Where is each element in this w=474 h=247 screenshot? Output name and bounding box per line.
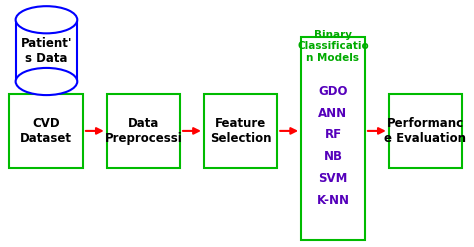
- Text: Feature
Selection: Feature Selection: [210, 117, 271, 145]
- Text: Patient'
s Data: Patient' s Data: [21, 37, 72, 65]
- Text: Performanc
e Evaluation: Performanc e Evaluation: [384, 117, 466, 145]
- Bar: [16, 20, 77, 82]
- Text: GDO: GDO: [318, 85, 348, 98]
- Text: Data
Preprocessi: Data Preprocessi: [104, 117, 182, 145]
- Text: CVD
Dataset: CVD Dataset: [20, 117, 72, 145]
- Bar: [107, 94, 180, 168]
- Text: SVM: SVM: [319, 172, 347, 185]
- Bar: [204, 94, 277, 168]
- Text: Binary
Classificatio
n Models: Binary Classificatio n Models: [297, 30, 369, 63]
- Text: ANN: ANN: [319, 107, 347, 120]
- Ellipse shape: [16, 68, 77, 95]
- Text: NB: NB: [323, 150, 343, 163]
- Text: RF: RF: [324, 128, 342, 141]
- Bar: [389, 94, 462, 168]
- Bar: [9, 94, 83, 168]
- Text: K-NN: K-NN: [317, 194, 349, 206]
- Ellipse shape: [16, 6, 77, 33]
- Bar: [301, 37, 365, 240]
